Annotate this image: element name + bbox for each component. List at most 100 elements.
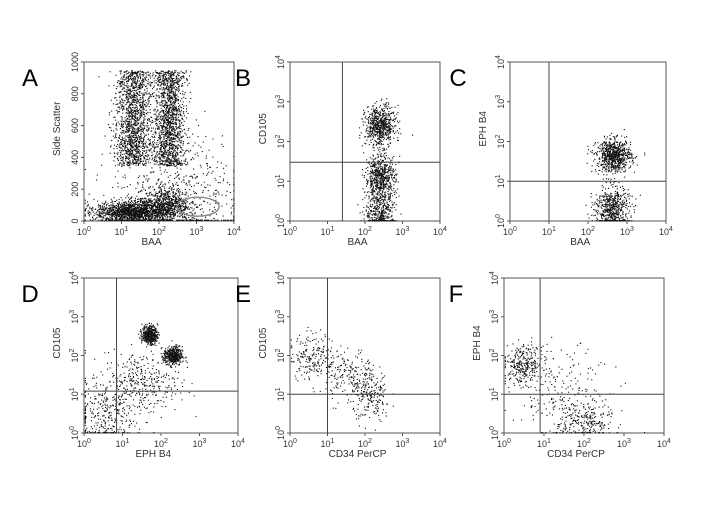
event-dot: [171, 111, 173, 113]
event-dot: [155, 79, 157, 81]
event-dot: [164, 196, 166, 198]
event-dot: [165, 71, 167, 73]
event-dot: [122, 146, 124, 148]
event-dot: [174, 85, 176, 87]
event-dot: [151, 216, 153, 218]
event-dot: [116, 218, 118, 220]
event-dot: [155, 100, 157, 102]
event-dot: [170, 207, 172, 209]
event-dot: [171, 115, 173, 117]
event-dot: [111, 213, 113, 215]
event-dot: [121, 214, 123, 216]
event-dot: [169, 148, 171, 150]
event-dot: [165, 106, 167, 108]
event-dot: [145, 214, 147, 216]
event-dot: [138, 143, 140, 145]
event-dot: [154, 132, 156, 134]
event-dot: [148, 210, 150, 212]
event-dot: [173, 208, 175, 210]
event-dot: [155, 214, 157, 216]
event-dot: [123, 132, 125, 134]
event-dot: [128, 211, 130, 213]
event-dot: [152, 214, 154, 216]
event-dot: [167, 120, 169, 122]
event-dot: [168, 161, 170, 163]
event-dot: [109, 213, 111, 215]
event-dot: [159, 72, 161, 74]
event-dot: [166, 80, 168, 82]
event-dot: [159, 137, 161, 139]
event-dot: [153, 146, 155, 148]
event-dot: [134, 203, 136, 205]
event-dot: [175, 129, 177, 131]
event-dot: [141, 102, 143, 104]
event-dot: [170, 74, 172, 76]
event-dot: [159, 200, 161, 202]
event-dot: [151, 119, 153, 121]
event-dot: [98, 212, 100, 214]
event-dot: [155, 132, 157, 134]
event-dot: [143, 208, 145, 210]
event-dot: [133, 95, 135, 97]
event-dot: [148, 193, 150, 195]
event-dot: [179, 123, 181, 125]
event-dot: [159, 111, 161, 113]
event-dot: [165, 128, 167, 130]
event-dot: [167, 197, 169, 199]
event-dot: [133, 94, 135, 96]
event-dot: [129, 213, 131, 215]
event-dot: [162, 110, 164, 112]
event-dot: [116, 208, 118, 210]
event-dot: [155, 153, 157, 155]
event-dot: [122, 218, 124, 220]
event-dot: [125, 123, 127, 125]
event-dot: [132, 210, 134, 212]
event-dot: [119, 211, 121, 213]
event-dot: [166, 213, 168, 215]
event-dot: [171, 102, 173, 104]
event-dot: [117, 216, 119, 218]
event-dot: [133, 76, 135, 78]
event-dot: [132, 217, 134, 219]
event-dot: [166, 78, 168, 80]
event-dot: [171, 154, 173, 156]
event-dot: [160, 85, 162, 87]
event-dot: [122, 204, 124, 206]
event-dot: [128, 214, 130, 216]
event-dot: [177, 80, 179, 82]
event-dot: [135, 207, 137, 209]
event-dot: [143, 188, 145, 190]
event-dot: [129, 211, 131, 213]
event-dot: [143, 79, 145, 81]
event-dot: [172, 85, 174, 87]
event-dot: [127, 110, 129, 112]
event-dot: [160, 208, 162, 210]
event-dot: [135, 144, 137, 146]
event-dot: [131, 70, 133, 72]
event-dot: [174, 147, 176, 149]
event-dot: [141, 123, 143, 125]
event-dot: [186, 78, 188, 80]
event-dot: [181, 202, 183, 204]
event-dot: [167, 217, 169, 219]
event-dot: [164, 213, 166, 215]
event-dot: [189, 212, 191, 214]
event-dot: [141, 213, 143, 215]
event-dot: [176, 89, 178, 91]
event-dot: [120, 151, 122, 153]
event-dot: [115, 145, 117, 147]
event-dot: [139, 126, 141, 128]
event-dot: [149, 199, 151, 201]
event-dot: [110, 207, 112, 209]
event-dot: [200, 184, 202, 186]
event-dot: [120, 214, 122, 216]
event-dot: [148, 92, 150, 94]
event-dot: [133, 118, 135, 120]
event-dot: [135, 95, 137, 97]
event-dot: [136, 128, 138, 130]
event-dot: [167, 206, 169, 208]
event-dot: [182, 193, 184, 195]
event-dot: [134, 149, 136, 151]
event-dot: [146, 211, 148, 213]
event-dot: [152, 207, 154, 209]
